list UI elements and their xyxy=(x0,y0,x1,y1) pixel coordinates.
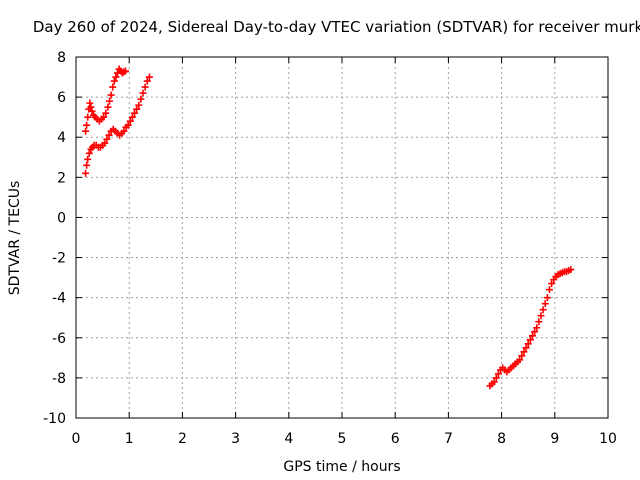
data-point xyxy=(541,300,549,308)
data-point xyxy=(522,344,530,352)
data-point xyxy=(145,73,153,81)
x-tick-label: 5 xyxy=(338,431,347,447)
x-tick-label: 3 xyxy=(231,431,240,447)
y-tick-label: 6 xyxy=(57,90,66,106)
y-tick-label: -6 xyxy=(52,331,66,347)
data-point xyxy=(545,286,553,294)
data-point xyxy=(524,340,532,348)
data-point xyxy=(109,83,117,91)
data-point xyxy=(528,332,536,340)
data-point xyxy=(533,324,541,332)
data-point xyxy=(105,131,113,139)
data-point xyxy=(83,161,91,169)
data-point xyxy=(128,113,136,121)
data-point xyxy=(87,103,95,111)
x-tick-label: 0 xyxy=(72,431,81,447)
data-point xyxy=(110,77,118,85)
data-point xyxy=(86,99,94,107)
data-point xyxy=(137,95,145,103)
data-point xyxy=(124,121,132,129)
data-point xyxy=(518,352,526,360)
data-point xyxy=(135,101,143,109)
axis-ticks: 0 1 2 3 4 5 6 7 8 9 10 -10 -8 -6 -4 -2 0 2 4 6 8 xyxy=(43,50,617,447)
x-tick-label: 9 xyxy=(550,431,559,447)
data-point xyxy=(106,97,114,105)
data-point xyxy=(494,370,502,378)
data-point xyxy=(143,77,151,85)
data-point xyxy=(126,117,134,125)
data-point xyxy=(537,312,545,320)
y-tick-label: 2 xyxy=(57,170,66,186)
data-point xyxy=(531,328,539,336)
data-point xyxy=(121,67,129,75)
y-tick-label: -4 xyxy=(52,291,66,307)
data-point xyxy=(82,127,90,135)
y-tick-label: -10 xyxy=(43,411,66,427)
y-tick-label: 4 xyxy=(57,130,66,146)
data-point xyxy=(131,109,139,117)
data-point xyxy=(120,127,128,135)
chart-title: Day 260 of 2024, Sidereal Day-to-day VTE… xyxy=(33,18,640,36)
data-point xyxy=(101,139,109,147)
data-point xyxy=(84,113,92,121)
data-point xyxy=(100,113,108,121)
data-points xyxy=(82,65,575,390)
data-point xyxy=(548,280,556,288)
data-point xyxy=(85,149,93,157)
x-tick-label: 7 xyxy=(444,431,453,447)
data-point xyxy=(104,103,112,111)
x-tick-label: 1 xyxy=(125,431,134,447)
y-tick-label: -8 xyxy=(52,371,66,387)
data-point xyxy=(139,89,147,97)
data-point xyxy=(490,378,498,386)
x-tick-label: 4 xyxy=(284,431,293,447)
y-axis-title: SDTVAR / TECUs xyxy=(7,181,23,296)
grid-lines xyxy=(76,57,608,418)
data-point xyxy=(492,374,500,382)
y-tick-label: 0 xyxy=(57,210,66,226)
data-point xyxy=(516,356,524,364)
data-point xyxy=(141,83,149,91)
x-tick-label: 8 xyxy=(497,431,506,447)
data-point xyxy=(112,73,120,81)
x-axis-title: GPS time / hours xyxy=(283,459,400,475)
data-point xyxy=(543,294,551,302)
data-point xyxy=(102,109,110,117)
data-point xyxy=(526,336,534,344)
x-tick-label: 6 xyxy=(391,431,400,447)
data-point xyxy=(103,135,111,143)
data-point xyxy=(539,306,547,314)
y-tick-label: 8 xyxy=(57,50,66,66)
data-point xyxy=(84,155,92,163)
data-point xyxy=(567,266,575,274)
data-point xyxy=(520,348,528,356)
data-point xyxy=(133,105,141,113)
x-tick-label: 2 xyxy=(178,431,187,447)
data-point xyxy=(88,107,96,115)
data-point xyxy=(535,318,543,326)
data-point xyxy=(83,121,91,129)
data-point xyxy=(107,91,115,99)
x-tick-label: 10 xyxy=(599,431,617,447)
data-point xyxy=(82,169,90,177)
y-tick-label: -2 xyxy=(52,251,66,267)
